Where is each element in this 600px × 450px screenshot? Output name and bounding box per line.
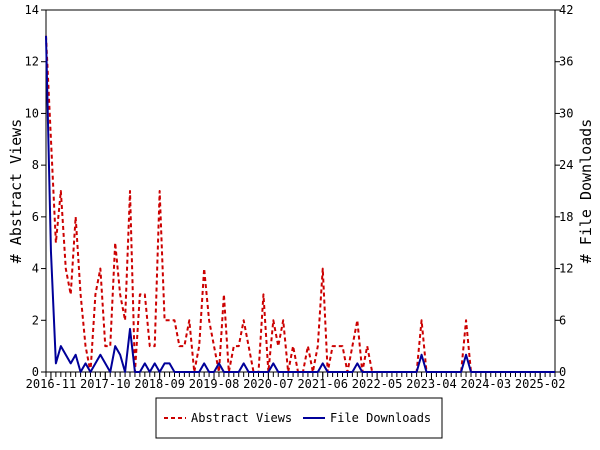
x-tick-label: 2016-11 (26, 377, 77, 391)
y2-tick-label: 12 (559, 262, 573, 276)
legend-box (155, 397, 443, 439)
y-tick-label: 0 (32, 365, 39, 379)
x-tick-label: 2021-06 (297, 377, 348, 391)
y2-tick-label: 24 (559, 158, 573, 172)
y2-tick-label: 6 (559, 313, 566, 327)
x-tick-label: 2022-05 (352, 377, 403, 391)
x-tick-label: 2019-08 (189, 377, 240, 391)
y-tick-label: 2 (32, 313, 39, 327)
legend: Abstract Views File Downloads (155, 397, 443, 439)
series-layer (45, 35, 555, 373)
plot-area (45, 9, 556, 373)
y2-axis-title: # File Downloads (577, 119, 595, 264)
series-line-file-downloads (45, 35, 555, 373)
x-tick-label: 2020-07 (243, 377, 294, 391)
right-axis-ticks: 0 6 12 18 24 30 36 42 (555, 3, 573, 379)
left-axis-ticks: 0 2 4 6 8 10 12 14 (25, 3, 46, 379)
y2-tick-label: 42 (559, 3, 573, 17)
x-axis-ticks: 2016-11 2017-10 2018-09 2019-08 2020-07 2021-… (26, 372, 566, 391)
x-tick-label: 2025-02 (515, 377, 566, 391)
x-tick-label: 2018-09 (134, 377, 185, 391)
y2-tick-label: 36 (559, 55, 573, 69)
x-tick-label: 2023-04 (406, 377, 457, 391)
y2-tick-label: 0 (559, 365, 566, 379)
legend-label-file-downloads: File Downloads (330, 411, 431, 425)
y-tick-label: 8 (32, 158, 39, 172)
y-tick-label: 6 (32, 210, 39, 224)
x-tick-label: 2024-03 (461, 377, 512, 391)
y-tick-label: 10 (25, 106, 39, 120)
y-tick-label: 14 (25, 3, 39, 17)
x-tick-label: 2017-10 (80, 377, 131, 391)
y-tick-label: 12 (25, 55, 39, 69)
y2-tick-label: 18 (559, 210, 573, 224)
y-tick-label: 4 (32, 262, 39, 276)
y2-tick-label: 30 (559, 106, 573, 120)
legend-label-abstract-views: Abstract Views (191, 411, 292, 425)
y-axis-title: # Abstract Views (7, 119, 25, 264)
series-line-abstract-views (45, 35, 555, 373)
